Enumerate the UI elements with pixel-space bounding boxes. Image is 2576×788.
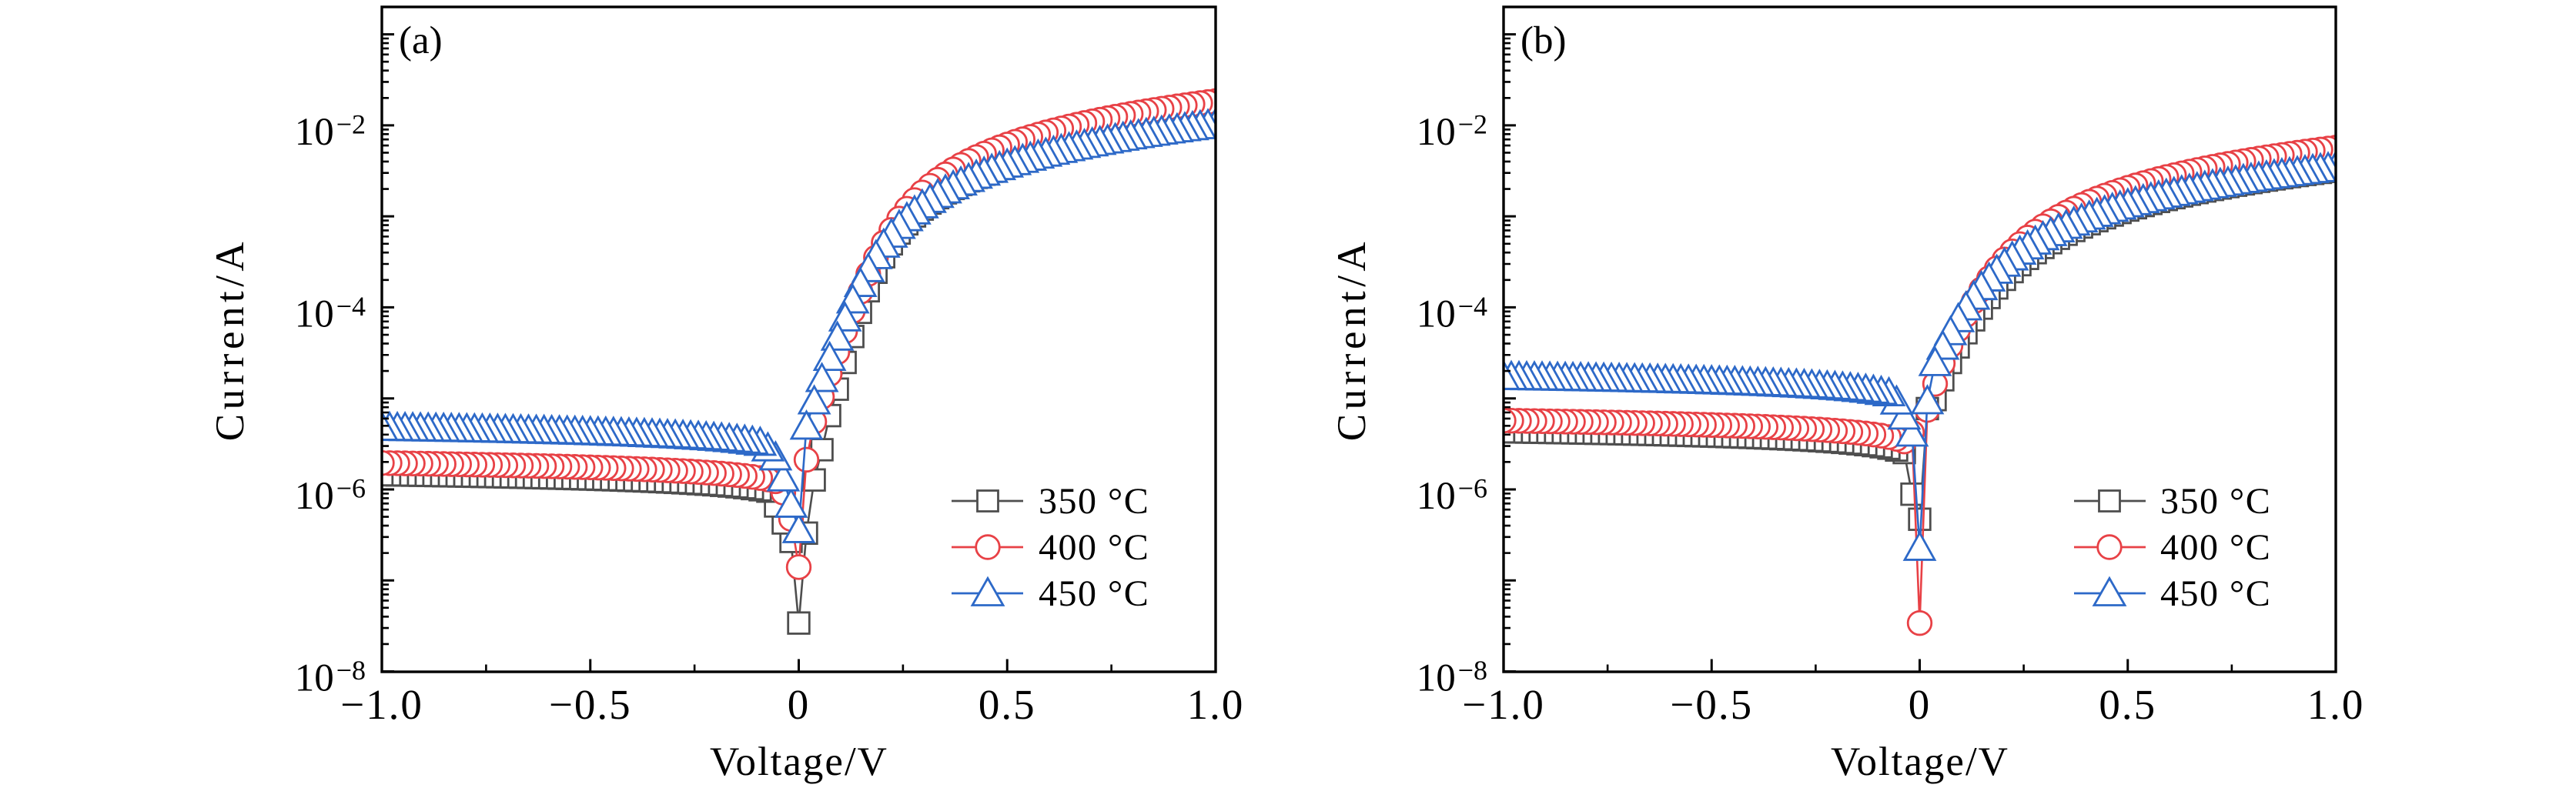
svg-text:1.0: 1.0 (2307, 681, 2365, 728)
svg-text:Current/A: Current/A (208, 238, 253, 441)
svg-text:−0.5: −0.5 (549, 681, 632, 728)
svg-text:1.0: 1.0 (1187, 681, 1245, 728)
svg-text:350 °C: 350 °C (1039, 481, 1149, 522)
svg-text:0: 0 (1909, 681, 1932, 728)
svg-text:Current/A: Current/A (1330, 238, 1374, 441)
svg-text:(b): (b) (1521, 19, 1566, 62)
svg-text:0.5: 0.5 (979, 681, 1036, 728)
svg-text:−1.0: −1.0 (340, 681, 423, 728)
svg-text:0: 0 (788, 681, 811, 728)
svg-text:Voltage/V: Voltage/V (1831, 740, 2009, 784)
svg-text:(a): (a) (399, 19, 443, 62)
svg-text:450 °C: 450 °C (2160, 573, 2271, 614)
svg-text:0.5: 0.5 (2099, 681, 2156, 728)
svg-text:10−6: 10−6 (1417, 473, 1487, 519)
svg-text:400 °C: 400 °C (2160, 527, 2271, 568)
svg-text:Voltage/V: Voltage/V (710, 740, 888, 784)
svg-text:450 °C: 450 °C (1039, 573, 1149, 614)
svg-text:400 °C: 400 °C (1039, 527, 1149, 568)
svg-text:350 °C: 350 °C (2160, 481, 2271, 522)
svg-text:−0.5: −0.5 (1670, 681, 1753, 728)
svg-text:10−8: 10−8 (295, 655, 366, 700)
svg-text:−1.0: −1.0 (1462, 681, 1545, 728)
